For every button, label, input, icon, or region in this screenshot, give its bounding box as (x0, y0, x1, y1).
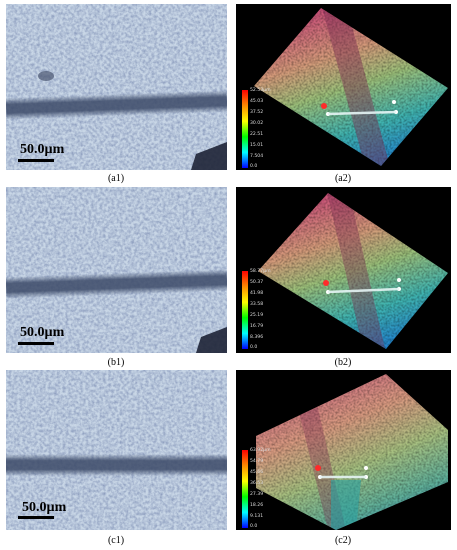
topography-b2: 58.77µm 50.37 41.98 33.58 25.19 16.79 8.… (236, 187, 451, 353)
colorbar-tick-a2-1: 45.03 (250, 99, 264, 104)
colorbar-tick-c2-5: 18.26 (250, 503, 264, 508)
colorbar-tick-c2-4: 27.39 (250, 492, 264, 497)
scale-bar-b1 (18, 342, 54, 345)
caption-b2: (b2) (334, 357, 352, 368)
micrograph-b1-image (6, 187, 227, 353)
colorbar-tick-b2-5: 16.79 (250, 324, 264, 329)
micrograph-a1-image (6, 4, 227, 170)
topography-c2: 63.92µm 54.79 45.66 36.53 27.39 18.26 9.… (236, 370, 451, 530)
colorbar-tick-b2-3: 33.58 (250, 302, 264, 307)
topography-a2-image (254, 8, 448, 166)
colorbar-tick-b2-0: 58.77µm (250, 269, 271, 274)
colorbar-tick-c2-0: 63.92µm (250, 448, 271, 453)
scale-bar-a1 (18, 159, 54, 162)
marker-red-b2 (323, 280, 329, 286)
topography-c2-image (256, 374, 448, 530)
colorbar-a2 (242, 90, 248, 168)
colorbar-tick-a2-5: 15.01 (250, 143, 264, 148)
micrograph-c1: 50.0µm (6, 370, 227, 530)
colorbar-tick-b2-1: 50.37 (250, 280, 264, 285)
caption-b1: (b1) (107, 357, 125, 368)
marker-red-c2 (315, 465, 321, 471)
scale-label-a1: 50.0µm (20, 142, 65, 157)
profile-line-a2 (327, 110, 397, 116)
colorbar-tick-c2-2: 45.66 (250, 470, 264, 475)
colorbar-tick-a2-7: 0.0 (250, 164, 258, 169)
topography-b2-image (258, 193, 448, 349)
scale-bar-c1 (18, 516, 54, 519)
topography-a2: 52.53µm 45.03 37.52 30.02 22.51 15.01 7.… (236, 4, 451, 170)
colorbar-tick-c2-6: 9.131 (250, 514, 264, 519)
colorbar-tick-c2-7: 0.0 (250, 524, 258, 529)
colorbar-tick-b2-7: 0.0 (250, 345, 258, 350)
colorbar-b2 (242, 271, 248, 349)
caption-c2: (c2) (334, 535, 352, 546)
colorbar-tick-b2-6: 8.396 (250, 335, 264, 340)
colorbar-c2 (242, 450, 248, 528)
caption-c1: (c1) (107, 535, 125, 546)
profile-line-b2 (327, 287, 400, 294)
colorbar-tick-b2-4: 25.19 (250, 313, 264, 318)
colorbar-tick-c2-3: 36.53 (250, 481, 264, 486)
colorbar-tick-a2-3: 30.02 (250, 121, 264, 126)
micrograph-a1: 50.0µm (6, 4, 227, 170)
colorbar-tick-b2-2: 41.98 (250, 291, 264, 296)
micrograph-b1: 50.0µm (6, 187, 227, 353)
colorbar-tick-a2-4: 22.51 (250, 132, 264, 137)
marker-red-a2 (321, 103, 327, 109)
colorbar-tick-a2-6: 7.504 (250, 154, 264, 159)
scale-label-c1: 50.0µm (22, 500, 67, 515)
caption-a1: (a1) (107, 173, 125, 184)
caption-a2: (a2) (334, 173, 352, 184)
colorbar-tick-a2-0: 52.53µm (250, 88, 271, 93)
colorbar-tick-a2-2: 37.52 (250, 110, 264, 115)
colorbar-tick-c2-1: 54.79 (250, 459, 264, 464)
scale-label-b1: 50.0µm (20, 325, 65, 340)
micrograph-c1-image (6, 370, 227, 530)
